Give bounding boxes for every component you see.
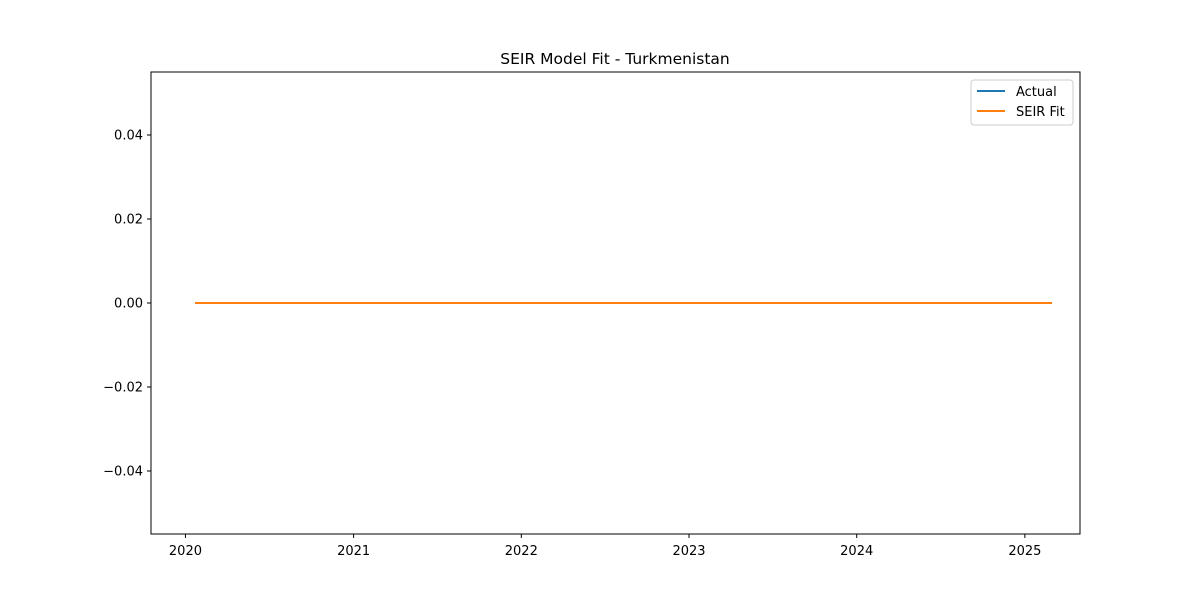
x-tick-label: 2024 [840,544,873,559]
x-tick-label: 2021 [337,544,370,559]
y-axis: −0.04 −0.02 0.00 0.02 0.04 [103,129,151,480]
legend: Actual SEIR Fit [970,79,1074,126]
x-axis: 2020 2021 2022 2023 2024 2025 [169,534,1041,559]
x-tick-label: 2023 [672,544,705,559]
y-tick-label: 0.00 [114,297,143,312]
chart-title: SEIR Model Fit - Turkmenistan [500,50,730,68]
y-tick-label: −0.04 [103,465,143,480]
x-tick-label: 2025 [1008,544,1041,559]
y-tick-label: 0.02 [114,213,143,228]
x-tick-label: 2020 [169,544,202,559]
x-tick-label: 2022 [505,544,538,559]
legend-label-seir-fit: SEIR Fit [1016,105,1065,120]
y-tick-label: −0.02 [103,381,143,396]
y-tick-label: 0.04 [114,129,143,144]
legend-label-actual: Actual [1016,85,1057,100]
